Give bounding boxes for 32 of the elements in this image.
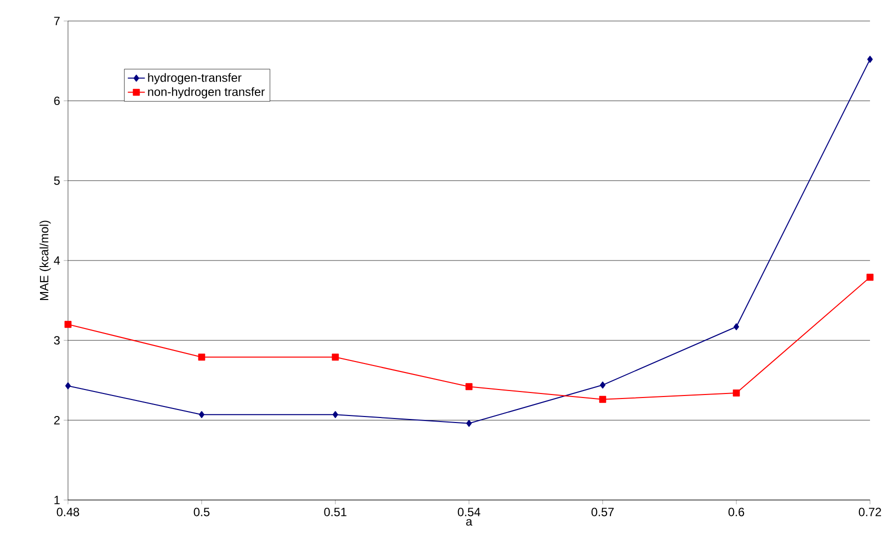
point [332, 354, 339, 361]
point [65, 382, 71, 390]
y-tick-label: 5 [54, 176, 60, 185]
point [198, 354, 206, 361]
legend-label: hydrogen-transfer [148, 73, 242, 84]
point [599, 396, 606, 403]
y-tick-label: 2 [54, 416, 60, 424]
point [866, 274, 874, 281]
y-tick-label: 4 [54, 256, 60, 265]
point [198, 411, 204, 418]
point [332, 411, 338, 418]
y-tick-label: 3 [54, 336, 60, 345]
y-tick-label: 6 [54, 96, 60, 106]
point [64, 320, 72, 328]
point [466, 383, 472, 390]
point [466, 420, 472, 427]
x-tick-label: 0.57 [592, 508, 614, 516]
legend-label: non-hydrogen transfer [148, 87, 265, 98]
point [732, 390, 740, 397]
point [734, 323, 740, 330]
x-axis-title: a [466, 519, 472, 526]
x-tick-label: 0.48 [56, 508, 80, 516]
y-tick-label: 1 [54, 496, 60, 504]
x-tick-label: 0.6 [728, 508, 744, 516]
x-tick-label: 0.5 [194, 508, 210, 516]
y-tick-label: 7 [54, 16, 60, 26]
point [867, 56, 873, 63]
x-tick-label: 0.51 [324, 508, 346, 516]
point [600, 382, 606, 389]
x-tick-label: 0.72 [858, 508, 882, 516]
y-axis-title: MAE (kcal/mol) [40, 220, 51, 300]
x-tick-label: 0.54 [458, 508, 480, 516]
